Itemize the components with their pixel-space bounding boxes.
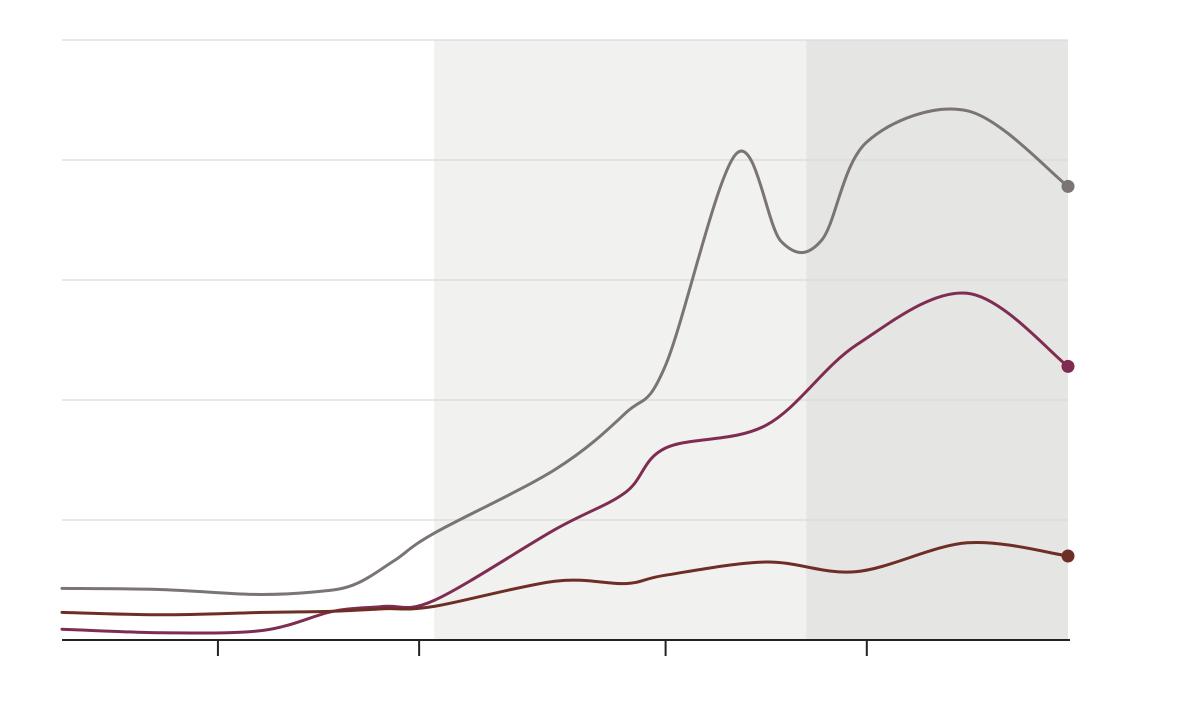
series-end-point-3 [1061,549,1075,563]
shaded-band-1 [434,40,807,640]
x-axis [62,639,1070,656]
series-end-point-2 [1061,359,1075,373]
gridlines [62,39,1068,521]
shaded-band-2 [806,40,1068,640]
series-line-1 [60,107,1070,596]
series-end-point-1 [1061,179,1075,193]
series-line-2 [60,291,1070,635]
series-line-3 [60,540,1070,617]
series-lines [60,107,1075,635]
shaded-bands [434,40,1068,640]
